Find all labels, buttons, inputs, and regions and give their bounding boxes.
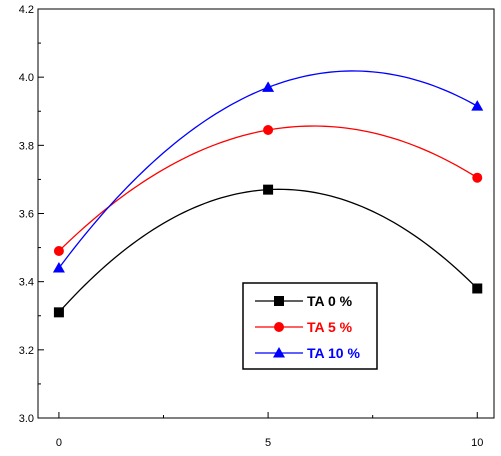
data-point xyxy=(472,172,483,183)
x-tick-label: 5 xyxy=(265,437,271,449)
y-tick-label: 3.8 xyxy=(19,140,34,152)
legend-label: TA 0 % xyxy=(307,293,353,309)
legend-box xyxy=(242,282,378,370)
legend-label: TA 10 % xyxy=(307,345,360,361)
y-tick-label: 4.2 xyxy=(19,4,34,16)
data-point xyxy=(263,124,274,135)
data-point xyxy=(472,283,483,294)
series-0 xyxy=(53,184,483,318)
y-tick-label: 3.6 xyxy=(19,209,34,221)
legend-marker xyxy=(273,347,285,358)
axes: 3.0 3.2 3.4 3.6 3.8 4.0 4.2 0 5 10 xyxy=(19,4,495,449)
y-tick-label: 4.0 xyxy=(19,72,34,84)
legend-marker xyxy=(274,296,284,306)
legend: TA 0 % TA 5 % TA 10 % xyxy=(242,282,378,370)
data-point xyxy=(471,100,484,111)
y-tick-label: 3.0 xyxy=(19,413,34,425)
x-tick-label: 10 xyxy=(471,437,483,449)
y-tick-label: 3.2 xyxy=(19,345,34,357)
legend-marker xyxy=(274,322,284,332)
x-tick-label: 0 xyxy=(56,437,62,449)
data-point xyxy=(262,81,275,92)
series-line xyxy=(58,70,478,269)
data-point xyxy=(52,262,65,273)
data-point xyxy=(53,307,64,318)
legend-label: TA 5 % xyxy=(307,319,353,335)
series-1 xyxy=(53,124,483,256)
y-tick-label: 3.4 xyxy=(19,277,34,289)
series-layer xyxy=(52,70,484,318)
data-point xyxy=(263,184,274,195)
data-point xyxy=(53,245,64,256)
series-2 xyxy=(52,70,484,273)
